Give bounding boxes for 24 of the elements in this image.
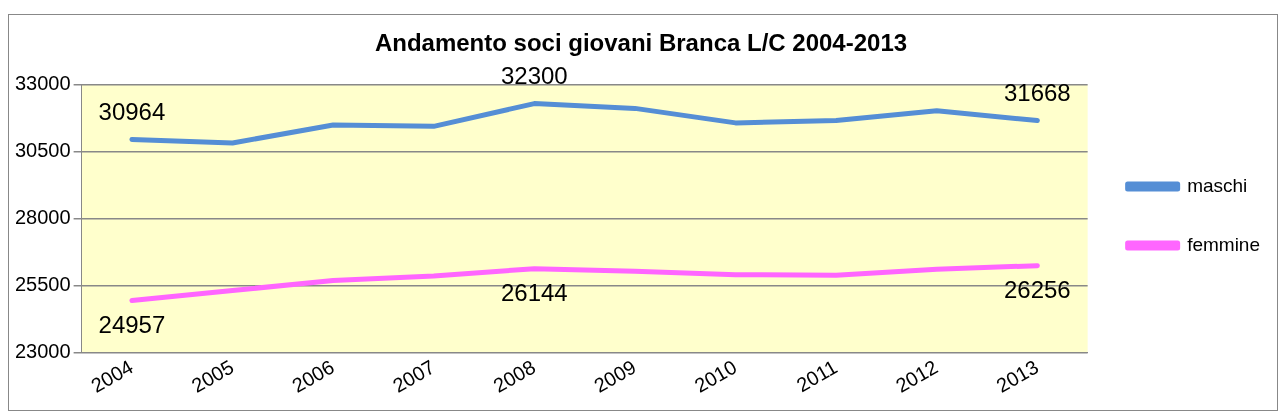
x-tick-label: 2007: [388, 355, 439, 397]
y-tick-label: 23000: [14, 340, 71, 363]
x-tick-label: 2004: [87, 355, 137, 397]
y-tick-label: 33000: [14, 72, 71, 95]
y-tick-label: 30500: [14, 139, 71, 162]
y-tick-label: 25500: [14, 273, 71, 296]
x-tick-label: 2012: [891, 355, 942, 397]
x-tick-label: 2009: [590, 355, 640, 397]
data-label: 26144: [500, 279, 568, 307]
x-tick-label: 2006: [288, 355, 338, 397]
data-label: 31668: [1003, 79, 1071, 107]
legend-label: femmine: [1187, 233, 1260, 255]
x-tick-label: 2005: [187, 355, 238, 397]
data-label: 30964: [98, 98, 166, 126]
chart-title: Andamento soci giovani Branca L/C 2004-2013: [374, 29, 908, 57]
y-tick-label: 28000: [14, 206, 71, 229]
x-tick-label: 2013: [992, 355, 1043, 397]
x-tick-label: 2010: [690, 355, 741, 397]
data-label: 26256: [1003, 276, 1071, 304]
x-tick-label: 2008: [489, 355, 540, 397]
data-label: 32300: [500, 62, 568, 90]
x-tick-label: 2011: [792, 355, 841, 397]
data-label: 24957: [98, 311, 166, 339]
legend-label: maschi: [1187, 174, 1248, 196]
